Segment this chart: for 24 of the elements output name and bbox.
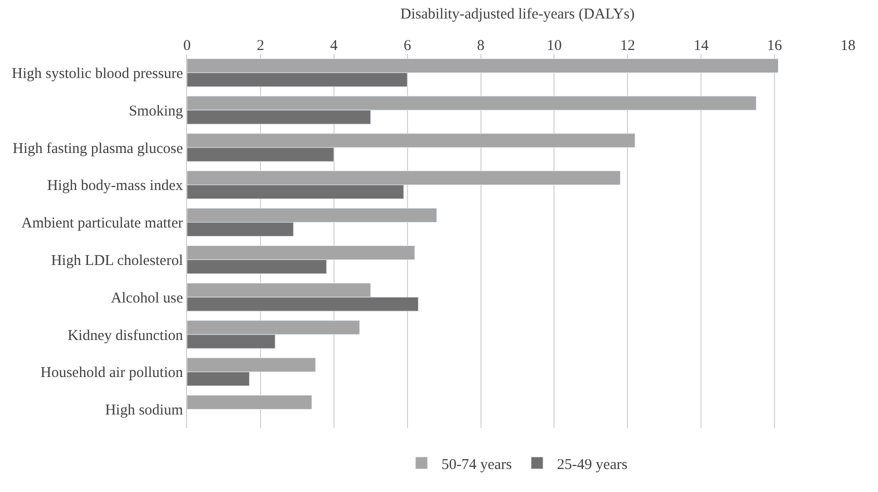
y-tick-label: High body-mass index: [47, 178, 184, 194]
legend-label: 50-74 years: [442, 456, 512, 473]
y-tick-label: Kidney disfunction: [68, 328, 184, 344]
x-tick-label: 10: [546, 38, 562, 54]
y-tick-label: Alcohol use: [110, 290, 184, 306]
x-tick-label: 8: [477, 38, 485, 54]
x-tick-label: 6: [404, 38, 412, 54]
x-tick-label: 16: [767, 38, 783, 54]
x-tick-label: 0: [183, 38, 191, 54]
x-tick-label: 18: [840, 38, 856, 54]
legend-label: 25-49 years: [557, 456, 628, 473]
bar: [187, 395, 312, 410]
x-tick-label: 12: [620, 38, 636, 54]
y-tick-label: Ambient particulate matter: [21, 216, 183, 232]
x-tick-label: 14: [694, 38, 710, 54]
x-tick-label: 2: [256, 38, 264, 54]
y-tick-label: Smoking: [128, 103, 184, 120]
y-tick-label: High fasting plasma glucose: [12, 140, 184, 157]
x-tick-label: 4: [330, 38, 338, 54]
y-tick-label: High sodium: [105, 402, 184, 419]
y-tick-label: Household air pollution: [40, 365, 184, 382]
y-tick-label: High systolic blood pressure: [12, 66, 184, 82]
x-axis-title: Disability-adjusted life-years (DALYs): [400, 6, 635, 22]
y-tick-label: High LDL cholesterol: [51, 252, 183, 269]
